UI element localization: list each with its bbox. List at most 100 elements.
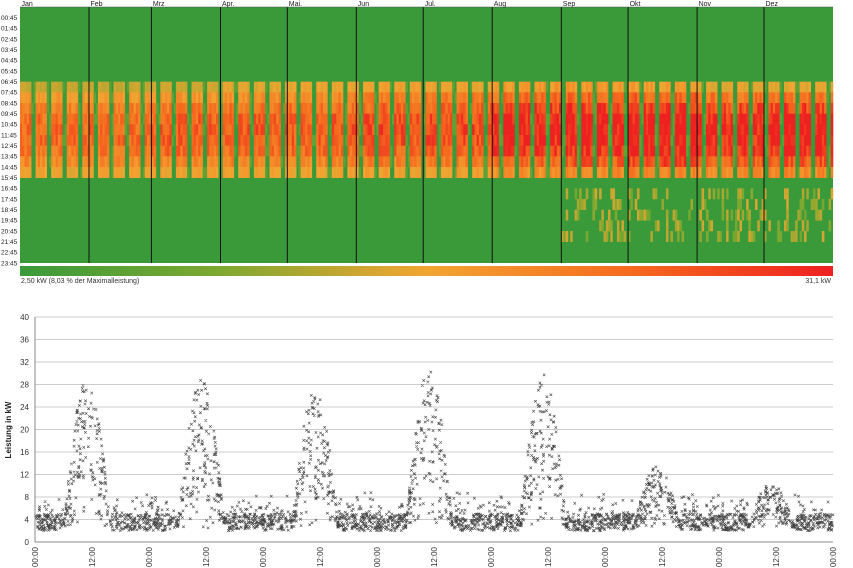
heatmap-cell bbox=[590, 167, 593, 178]
heatmap-cell bbox=[322, 135, 326, 146]
heatmap-cell bbox=[799, 167, 803, 178]
heatmap-cell bbox=[256, 145, 259, 157]
heatmap-cell bbox=[329, 124, 333, 136]
heatmap-cell bbox=[138, 124, 141, 136]
heatmap-cell bbox=[198, 124, 201, 136]
heatmap-cell bbox=[289, 124, 293, 136]
heatmap-cell bbox=[559, 124, 562, 136]
heatmap-cell bbox=[73, 156, 76, 168]
heatmap-cell bbox=[592, 188, 595, 200]
heatmap-cell bbox=[717, 124, 720, 136]
heatmap-cell bbox=[432, 135, 435, 146]
heatmap-cell bbox=[763, 103, 767, 114]
heatmap-cell bbox=[570, 135, 573, 146]
heatmap-cell bbox=[681, 167, 685, 178]
heatmap-cell bbox=[761, 81, 765, 93]
heatmap-cell bbox=[86, 113, 90, 125]
heatmap-cell bbox=[278, 103, 281, 114]
heatmap-cell bbox=[169, 113, 172, 125]
heatmap-cell bbox=[683, 124, 687, 136]
heatmap-cell bbox=[198, 92, 201, 104]
heatmap-cell bbox=[543, 113, 546, 125]
heatmap-cell bbox=[714, 92, 718, 104]
heatmap-cell bbox=[723, 92, 727, 104]
heatmap-cell bbox=[37, 135, 41, 146]
heatmap-cell bbox=[318, 92, 321, 104]
heatmap-cell bbox=[26, 167, 30, 178]
heatmap-cell bbox=[97, 113, 101, 125]
heatmap-cell bbox=[472, 81, 475, 93]
heatmap-cell bbox=[746, 156, 749, 168]
heatmap-cell bbox=[757, 113, 760, 125]
heatmap-cell bbox=[806, 135, 809, 146]
heatmap-cell bbox=[340, 81, 344, 93]
heatmap-cell bbox=[403, 145, 406, 157]
heatmap-cell bbox=[236, 113, 239, 125]
heatmap-cell bbox=[316, 113, 319, 125]
heatmap-cell bbox=[817, 135, 820, 146]
heatmap-cell bbox=[645, 145, 649, 157]
heatmap-cell bbox=[830, 156, 834, 168]
heatmap-cell bbox=[804, 209, 807, 221]
heatmap-cell bbox=[608, 135, 611, 146]
heatmap-cell bbox=[652, 103, 656, 114]
heatmap-cell bbox=[298, 145, 301, 157]
heatmap-cell bbox=[590, 92, 593, 104]
heatmap-cell bbox=[717, 156, 720, 168]
heatmap-cell bbox=[75, 124, 79, 136]
heatmap-chart: Jan Feb Mrz Apr. Mai. Jun Jul. Aug Sep Okt Nov Dez … bbox=[1, 1, 834, 285]
heatmap-cell bbox=[287, 81, 290, 93]
heatmap-cell bbox=[496, 156, 500, 168]
heatmap-cell bbox=[191, 156, 195, 168]
heatmap-cell bbox=[120, 103, 123, 114]
heatmap-cell bbox=[643, 156, 647, 168]
heatmap-cell bbox=[708, 124, 711, 136]
heatmap-cell bbox=[195, 156, 199, 168]
heatmap-cell bbox=[788, 135, 791, 146]
heatmap-cell bbox=[240, 103, 244, 114]
heatmap-cell bbox=[483, 167, 486, 178]
heatmap-cell bbox=[278, 113, 281, 125]
heatmap-cell bbox=[334, 145, 337, 157]
heatmap-cell bbox=[772, 156, 776, 168]
heatmap-cell bbox=[434, 92, 437, 104]
heatmap-cell bbox=[521, 145, 524, 157]
heatmap-cell bbox=[434, 167, 437, 178]
heatmap-cell bbox=[53, 113, 56, 125]
heatmap-cell bbox=[527, 135, 531, 146]
heatmap-cell bbox=[788, 92, 791, 104]
heatmap-cell bbox=[494, 113, 497, 125]
heatmap-cell bbox=[452, 81, 455, 93]
heatmap-cell bbox=[688, 135, 691, 146]
heatmap-cell bbox=[478, 167, 482, 178]
heatmap-cell bbox=[730, 156, 734, 168]
heatmap-cell bbox=[498, 135, 502, 146]
heatmap-cell bbox=[728, 156, 731, 168]
heatmap-cell bbox=[815, 156, 818, 168]
heatmap-cell bbox=[146, 156, 150, 168]
heatmap-cell bbox=[144, 103, 148, 114]
heatmap-cell bbox=[387, 92, 391, 104]
heatmap-cell bbox=[518, 156, 522, 168]
heatmap-cell bbox=[398, 81, 402, 93]
heatmap-cell bbox=[456, 156, 460, 168]
heatmap-cell bbox=[115, 145, 119, 157]
heatmap-cell bbox=[636, 167, 640, 178]
heatmap-cell bbox=[672, 124, 676, 136]
heatmap-cell bbox=[634, 103, 638, 114]
heatmap-cell bbox=[51, 156, 54, 168]
heatmap-cell bbox=[447, 113, 451, 125]
heatmap-cell bbox=[610, 113, 613, 125]
heatmap-cell bbox=[661, 199, 665, 210]
heatmap-cell bbox=[795, 81, 798, 93]
heatmap-cell bbox=[427, 145, 431, 157]
heatmap-cell bbox=[44, 113, 48, 125]
heatmap-cell bbox=[619, 81, 622, 93]
heatmap-cell bbox=[536, 156, 540, 168]
heatmap-cell bbox=[474, 145, 477, 157]
heatmap-cell bbox=[260, 135, 264, 146]
heatmap-cell bbox=[590, 124, 593, 136]
heatmap-cell bbox=[151, 135, 154, 146]
heatmap-cell bbox=[260, 103, 264, 114]
heatmap-cell bbox=[483, 156, 486, 168]
